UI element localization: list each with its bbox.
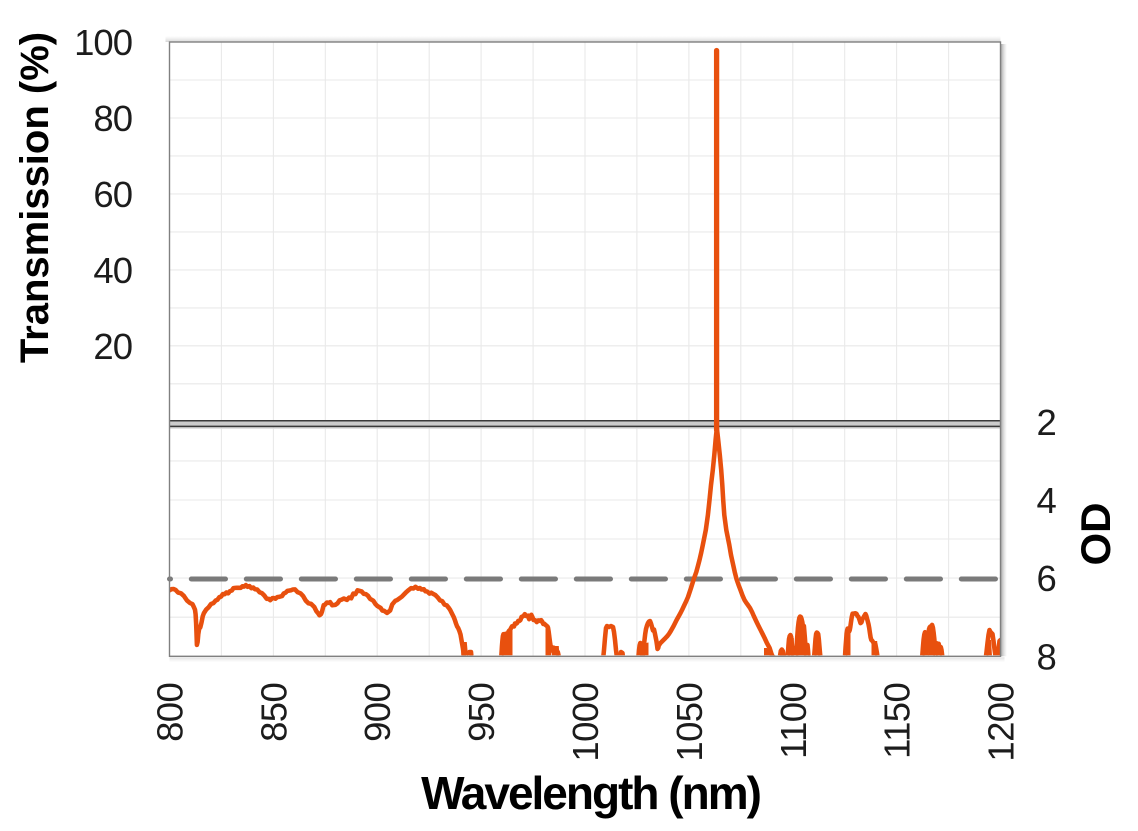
svg-text:1050: 1050 bbox=[669, 683, 710, 762]
svg-text:OD: OD bbox=[1072, 503, 1119, 566]
svg-text:4: 4 bbox=[1037, 480, 1057, 521]
svg-text:1100: 1100 bbox=[773, 683, 814, 759]
svg-text:850: 850 bbox=[253, 683, 294, 742]
svg-text:1200: 1200 bbox=[981, 683, 1022, 762]
svg-text:Wavelength (nm): Wavelength (nm) bbox=[421, 767, 761, 819]
svg-text:8: 8 bbox=[1037, 636, 1057, 677]
svg-text:80: 80 bbox=[93, 98, 132, 139]
svg-text:900: 900 bbox=[357, 683, 398, 742]
svg-text:20: 20 bbox=[93, 326, 132, 367]
svg-text:60: 60 bbox=[93, 174, 132, 215]
svg-text:1150: 1150 bbox=[877, 683, 918, 759]
svg-text:40: 40 bbox=[93, 250, 132, 291]
svg-text:1000: 1000 bbox=[565, 683, 606, 762]
svg-text:2: 2 bbox=[1037, 402, 1057, 443]
svg-text:Transmission (%): Transmission (%) bbox=[13, 32, 57, 363]
svg-text:800: 800 bbox=[150, 683, 191, 742]
svg-text:100: 100 bbox=[74, 22, 132, 63]
svg-text:6: 6 bbox=[1037, 558, 1057, 599]
svg-text:950: 950 bbox=[461, 683, 502, 742]
